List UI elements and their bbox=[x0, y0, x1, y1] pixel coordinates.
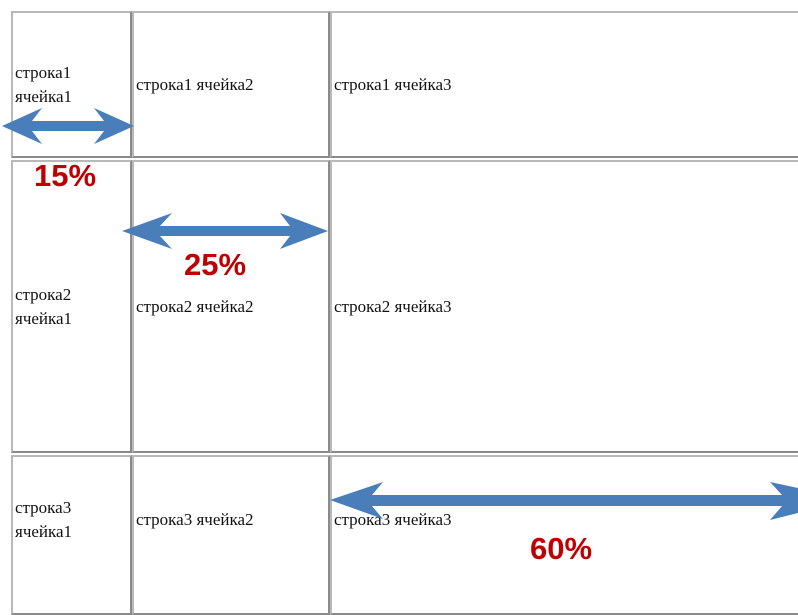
table-cell-r2-c3: строка2 ячейка3 bbox=[330, 160, 798, 453]
cell-text: строка3 ячейка2 bbox=[136, 510, 254, 529]
cell-text: строка2 ячейка3 bbox=[334, 296, 452, 316]
table-cell-r2-c2: строка2 ячейка2 bbox=[132, 160, 330, 453]
cell-text: строка1 ячейка2 bbox=[136, 74, 254, 94]
table-cell-r3-c2: строка3 ячейка2 bbox=[132, 455, 330, 615]
cell-text: строка2 ячейка1 bbox=[15, 284, 73, 328]
cell-text: строка2 ячейка2 bbox=[136, 296, 254, 316]
label-col3-width: 60% bbox=[530, 531, 593, 566]
table-cell-r1-c1: строка1 ячейка1 bbox=[11, 11, 132, 158]
table-cell-r1-c3: строка1 ячейка3 bbox=[330, 11, 798, 158]
table-cell-r3-c3: строка3 ячейка3 bbox=[330, 455, 798, 615]
table-cell-r2-c1: строка2 ячейка1 bbox=[11, 160, 132, 453]
table-cell-r3-c1: строка3 ячейка1 bbox=[11, 455, 132, 615]
table-cell-r1-c2: строка1 ячейка2 bbox=[132, 11, 330, 158]
cell-text: строка1 ячейка1 bbox=[15, 62, 73, 106]
label-col2-width: 25% bbox=[184, 247, 247, 282]
cell-text: строка3 ячейка1 bbox=[15, 498, 73, 541]
cell-text: строка1 ячейка3 bbox=[334, 74, 452, 94]
cell-text: строка3 ячейка3 bbox=[334, 510, 452, 529]
label-col1-width: 15% bbox=[34, 158, 97, 193]
